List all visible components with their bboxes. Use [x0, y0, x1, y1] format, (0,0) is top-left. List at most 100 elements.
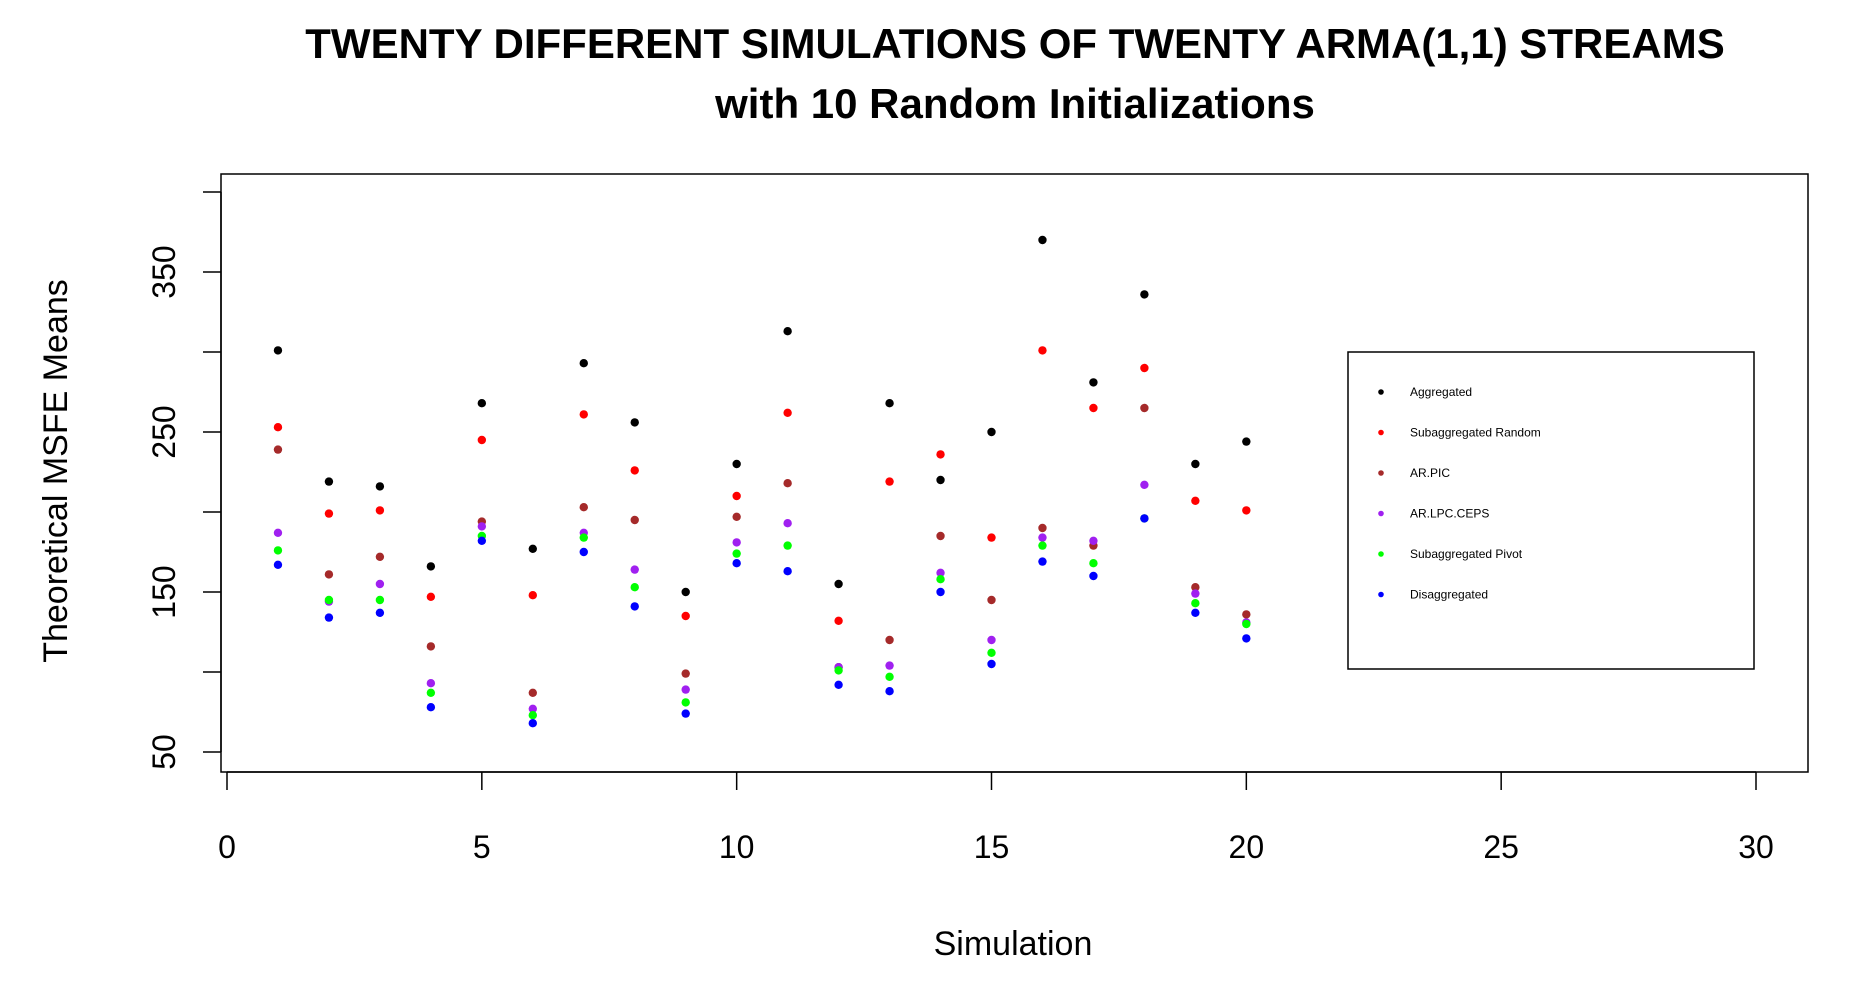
- point-disaggregated: [1089, 571, 1098, 581]
- point-disaggregated: [426, 703, 436, 712]
- chart-subtitle: with 10 Random Initializations: [714, 80, 1315, 127]
- y-tick-label: 50: [146, 734, 182, 770]
- point-disaggregated: [1191, 608, 1200, 617]
- point-subaggregated-random: [1038, 346, 1047, 355]
- point-ar-pic: [579, 503, 588, 512]
- point-aggregated: [630, 418, 639, 427]
- point-aggregated: [273, 346, 283, 355]
- point-subaggregated-random: [579, 410, 588, 419]
- point-disaggregated: [375, 608, 385, 617]
- x-tick-label: 0: [218, 829, 236, 865]
- point-ar-pic: [783, 479, 792, 488]
- point-ar-pic: [1191, 583, 1200, 592]
- point-ar-pic: [936, 531, 945, 541]
- point-subaggregated-random: [630, 466, 639, 475]
- point-subaggregated-random: [324, 509, 334, 518]
- point-ar-pic: [324, 570, 334, 579]
- axes: 0 5 10 15 20 25 30 50 150 250 350: [146, 191, 1774, 865]
- point-disaggregated: [324, 613, 334, 622]
- point-aggregated: [1140, 290, 1149, 299]
- point-ar-pic: [1038, 523, 1047, 533]
- point-ar-lpc-ceps: [426, 679, 436, 688]
- x-axis-label: Simulation: [934, 925, 1093, 963]
- legend-marker-disaggregated: [1378, 591, 1384, 598]
- point-ar-pic: [273, 445, 283, 454]
- point-disaggregated: [273, 560, 283, 569]
- point-disaggregated: [732, 559, 741, 568]
- y-axis-label: Theoretical MSFE Means: [37, 279, 75, 663]
- point-disaggregated: [1140, 514, 1149, 523]
- point-ar-lpc-ceps: [1191, 589, 1200, 598]
- x-tick-label: 20: [1229, 829, 1265, 865]
- point-aggregated: [987, 427, 996, 437]
- point-disaggregated: [681, 709, 690, 718]
- x-tick-label: 25: [1483, 829, 1519, 865]
- point-disaggregated: [1038, 557, 1047, 566]
- point-aggregated: [579, 359, 588, 368]
- point-ar-pic: [987, 595, 996, 605]
- point-ar-lpc-ceps: [936, 568, 945, 577]
- point-subaggregated-random: [732, 491, 741, 501]
- data-points: [273, 235, 1251, 728]
- y-tick-label: 250: [146, 405, 182, 458]
- point-ar-lpc-ceps: [1089, 536, 1098, 545]
- point-subaggregated-pivot: [885, 672, 894, 681]
- point-aggregated: [375, 482, 385, 491]
- point-ar-pic: [528, 688, 537, 697]
- point-subaggregated-pivot: [783, 541, 792, 550]
- point-aggregated: [783, 327, 792, 336]
- legend-label-ar-lpc-ceps: AR.LPC.CEPS: [1410, 507, 1489, 521]
- legend-label-ar-pic: AR.PIC: [1410, 466, 1450, 480]
- point-ar-lpc-ceps: [273, 528, 283, 537]
- point-ar-lpc-ceps: [630, 565, 639, 574]
- point-aggregated: [681, 587, 690, 597]
- point-subaggregated-random: [783, 408, 792, 417]
- point-subaggregated-random: [936, 450, 945, 459]
- point-aggregated: [834, 579, 843, 589]
- point-subaggregated-pivot: [834, 666, 843, 675]
- point-subaggregated-pivot: [1089, 559, 1098, 568]
- point-ar-pic: [426, 642, 436, 651]
- point-subaggregated-random: [681, 611, 690, 621]
- point-subaggregated-pivot: [528, 711, 537, 720]
- point-subaggregated-pivot: [375, 595, 385, 605]
- point-subaggregated-random: [1242, 506, 1251, 515]
- point-ar-pic: [1242, 610, 1251, 619]
- x-tick-label: 10: [719, 829, 755, 865]
- point-aggregated: [324, 477, 334, 486]
- point-subaggregated-pivot: [1038, 541, 1047, 550]
- point-subaggregated-random: [987, 533, 996, 542]
- point-disaggregated: [1242, 634, 1251, 643]
- legend: Aggregated Subaggregated Random AR.PIC AR.L…: [1347, 351, 1755, 670]
- point-subaggregated-pivot: [630, 583, 639, 592]
- point-subaggregated-pivot: [987, 648, 996, 657]
- point-subaggregated-random: [885, 477, 894, 486]
- point-ar-pic: [681, 669, 690, 678]
- point-aggregated: [732, 459, 741, 469]
- point-disaggregated: [528, 719, 537, 728]
- point-ar-pic: [885, 635, 894, 645]
- point-ar-lpc-ceps: [375, 579, 385, 589]
- point-aggregated: [1089, 378, 1098, 387]
- point-aggregated: [528, 544, 537, 553]
- legend-label-subaggregated-random: Subaggregated Random: [1410, 426, 1541, 440]
- point-ar-lpc-ceps: [885, 661, 894, 670]
- point-ar-pic: [732, 512, 741, 521]
- legend-marker-ar-lpc-ceps: [1378, 510, 1384, 517]
- point-subaggregated-pivot: [324, 595, 334, 605]
- legend-marker-ar-pic: [1378, 470, 1384, 476]
- point-disaggregated: [630, 602, 639, 611]
- point-ar-pic: [375, 552, 385, 561]
- point-subaggregated-random: [273, 423, 283, 432]
- point-aggregated: [1242, 437, 1251, 446]
- legend-marker-subaggregated-pivot: [1378, 551, 1384, 557]
- legend-label-aggregated: Aggregated: [1410, 385, 1472, 399]
- point-subaggregated-random: [426, 592, 436, 601]
- point-ar-lpc-ceps: [1038, 533, 1047, 542]
- x-tick-label: 5: [473, 829, 491, 865]
- point-aggregated: [936, 475, 945, 485]
- point-subaggregated-pivot: [681, 698, 690, 707]
- point-ar-lpc-ceps: [1140, 480, 1149, 489]
- x-tick-label: 30: [1738, 829, 1774, 865]
